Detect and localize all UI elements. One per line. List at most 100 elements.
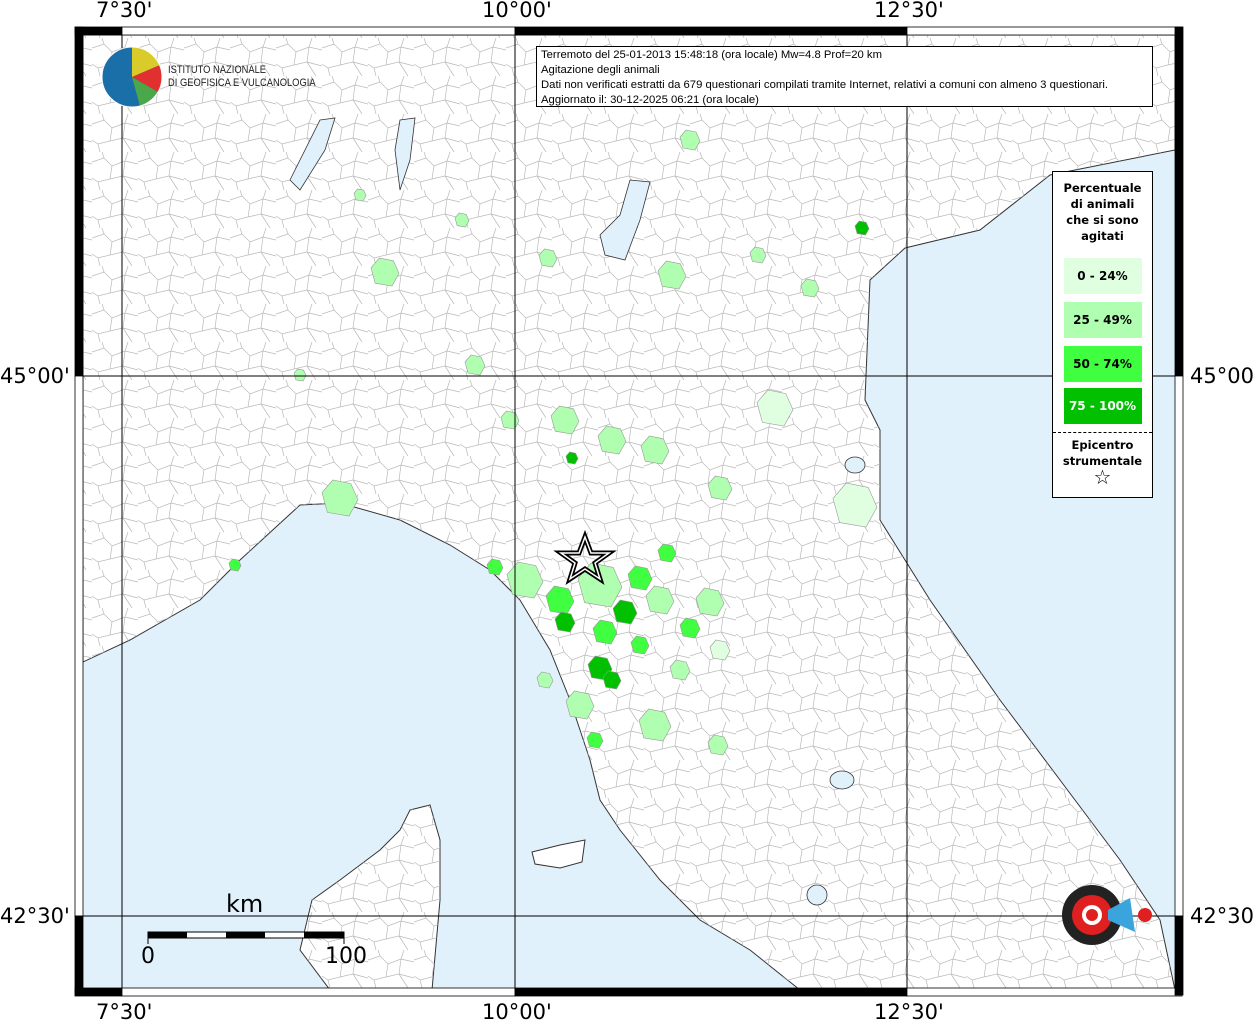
data-note: Dati non verificati estratti da 679 ques… bbox=[541, 79, 1109, 91]
lon-label-top: 7°30' bbox=[96, 0, 153, 22]
frame-segment bbox=[1174, 375, 1184, 917]
map-frame bbox=[74, 26, 1184, 997]
lakes bbox=[289, 117, 866, 906]
land bbox=[83, 35, 1175, 988]
municipality-fill bbox=[800, 278, 820, 298]
municipality-fill bbox=[586, 731, 604, 749]
star-outline-icon: ☆ bbox=[1093, 465, 1112, 489]
epicenter-star-icon bbox=[553, 529, 617, 586]
municipality-fill bbox=[679, 617, 701, 639]
lake-maggiore bbox=[289, 117, 336, 191]
lake-bolsena bbox=[829, 770, 855, 790]
lake-bracciano bbox=[806, 884, 828, 906]
municipality-fill bbox=[627, 565, 653, 591]
municipality-fill bbox=[565, 690, 595, 720]
municipality-fill bbox=[554, 611, 576, 633]
lat-label-left: 45°00' bbox=[0, 364, 70, 388]
municipality-fill bbox=[640, 435, 670, 465]
legend-title-line: di animali bbox=[1070, 197, 1135, 211]
municipality-fill bbox=[612, 599, 638, 625]
frame-segment bbox=[906, 26, 1183, 36]
scale-min: 0 bbox=[141, 944, 155, 969]
lake-trasimeno bbox=[844, 456, 866, 474]
municipality-fill bbox=[645, 585, 675, 615]
legend-title-line: che si sono bbox=[1066, 213, 1139, 227]
map-subject: Agitazione degli animali bbox=[541, 64, 660, 76]
event-info-box: Terremoto del 25-01-2013 15:48:18 (ora l… bbox=[536, 46, 1153, 107]
municipality-fill bbox=[550, 405, 580, 435]
lake-garda bbox=[599, 179, 651, 261]
legend-class-75-100: 75 - 100% bbox=[1063, 388, 1142, 424]
municipality-fill bbox=[657, 260, 687, 290]
municipality-fill bbox=[602, 670, 622, 690]
scale-bar bbox=[147, 931, 345, 944]
municipality-fill bbox=[565, 451, 579, 465]
municipality-fill bbox=[679, 129, 701, 151]
municipality-fill bbox=[707, 734, 729, 756]
lon-label-bottom: 12°30' bbox=[874, 1000, 944, 1024]
legend-title: Percentuale di animali che si sono agita… bbox=[1053, 180, 1152, 244]
legend-title-line: Percentuale bbox=[1063, 181, 1142, 195]
municipality-fill bbox=[592, 619, 618, 645]
municipality-fill bbox=[321, 479, 359, 517]
municipality-fill bbox=[756, 389, 794, 427]
frame-segment bbox=[906, 987, 1183, 997]
institute-line2: DI GEOFISICA E VULCANOLOGIA bbox=[168, 77, 316, 89]
lon-label-bottom: 7°30' bbox=[96, 1000, 153, 1024]
ingv-name: ISTITUTO NAZIONALE DI GEOFISICA E VULCAN… bbox=[168, 64, 316, 90]
lon-label-bottom: 10°00' bbox=[482, 1000, 552, 1024]
updated-time: Aggiornato il: 30-12-2025 06:21 (ora loc… bbox=[541, 94, 759, 106]
event-title: Terremoto del 25-01-2013 15:48:18 (ora l… bbox=[541, 49, 882, 61]
scale-unit: km bbox=[226, 890, 264, 918]
legend-title-line: agitati bbox=[1081, 229, 1124, 243]
municipality-fill bbox=[545, 585, 575, 615]
legend: Percentuale di animali che si sono agita… bbox=[1052, 171, 1153, 498]
municipality-fill bbox=[630, 635, 650, 655]
lon-label-top: 12°30' bbox=[874, 0, 944, 22]
legend-class-50-74: 50 - 74% bbox=[1063, 346, 1142, 382]
municipality-fill bbox=[506, 561, 544, 599]
institute-line1: ISTITUTO NAZIONALE bbox=[168, 64, 267, 76]
municipality-fill bbox=[707, 475, 733, 501]
municipality-fills bbox=[228, 129, 878, 756]
epicenter-label: strumentale bbox=[1062, 454, 1143, 468]
frame-segment bbox=[514, 987, 908, 997]
municipality-fill bbox=[228, 558, 242, 572]
lat-label-right: 45°00' bbox=[1190, 364, 1255, 388]
scale-max: 100 bbox=[325, 944, 367, 969]
frame-segment bbox=[1174, 26, 1184, 377]
municipality-fill bbox=[597, 425, 627, 455]
municipality-fill bbox=[709, 639, 731, 661]
municipality-fill bbox=[695, 587, 725, 617]
municipality-fill bbox=[536, 671, 554, 689]
municipality-fill bbox=[454, 212, 470, 228]
graticule bbox=[83, 35, 1175, 988]
frame-segment bbox=[74, 915, 84, 996]
municipality-fill bbox=[749, 246, 767, 264]
frame-segment bbox=[74, 375, 84, 917]
municipality-fill bbox=[657, 543, 677, 563]
frame-segment bbox=[121, 26, 516, 36]
municipality-fill bbox=[854, 220, 870, 236]
municipality-fill bbox=[353, 188, 367, 202]
legend-epicenter: Epicentro strumentale ☆ bbox=[1053, 437, 1152, 489]
municipality-fill bbox=[370, 257, 400, 287]
epicenter-label: Epicentro bbox=[1071, 438, 1134, 452]
legend-class-25-49: 25 - 49% bbox=[1063, 302, 1142, 338]
frame-segment bbox=[121, 987, 516, 997]
frame-segment bbox=[514, 26, 908, 36]
municipality-fill bbox=[669, 659, 691, 681]
legend-class-0-24: 0 - 24% bbox=[1063, 258, 1142, 294]
haisentito-logo-icon bbox=[1062, 885, 1152, 945]
municipality-fill bbox=[638, 708, 672, 742]
legend-divider bbox=[1053, 432, 1152, 433]
ingv-logo-icon bbox=[101, 46, 163, 108]
frame-segment bbox=[74, 26, 84, 377]
lake-como bbox=[394, 117, 416, 191]
municipality-fill bbox=[538, 248, 558, 268]
municipality-fill bbox=[464, 354, 486, 376]
lat-label-right: 42°30' bbox=[1190, 904, 1255, 928]
municipality-fill bbox=[832, 482, 878, 528]
lat-label-left: 42°30' bbox=[0, 904, 70, 928]
